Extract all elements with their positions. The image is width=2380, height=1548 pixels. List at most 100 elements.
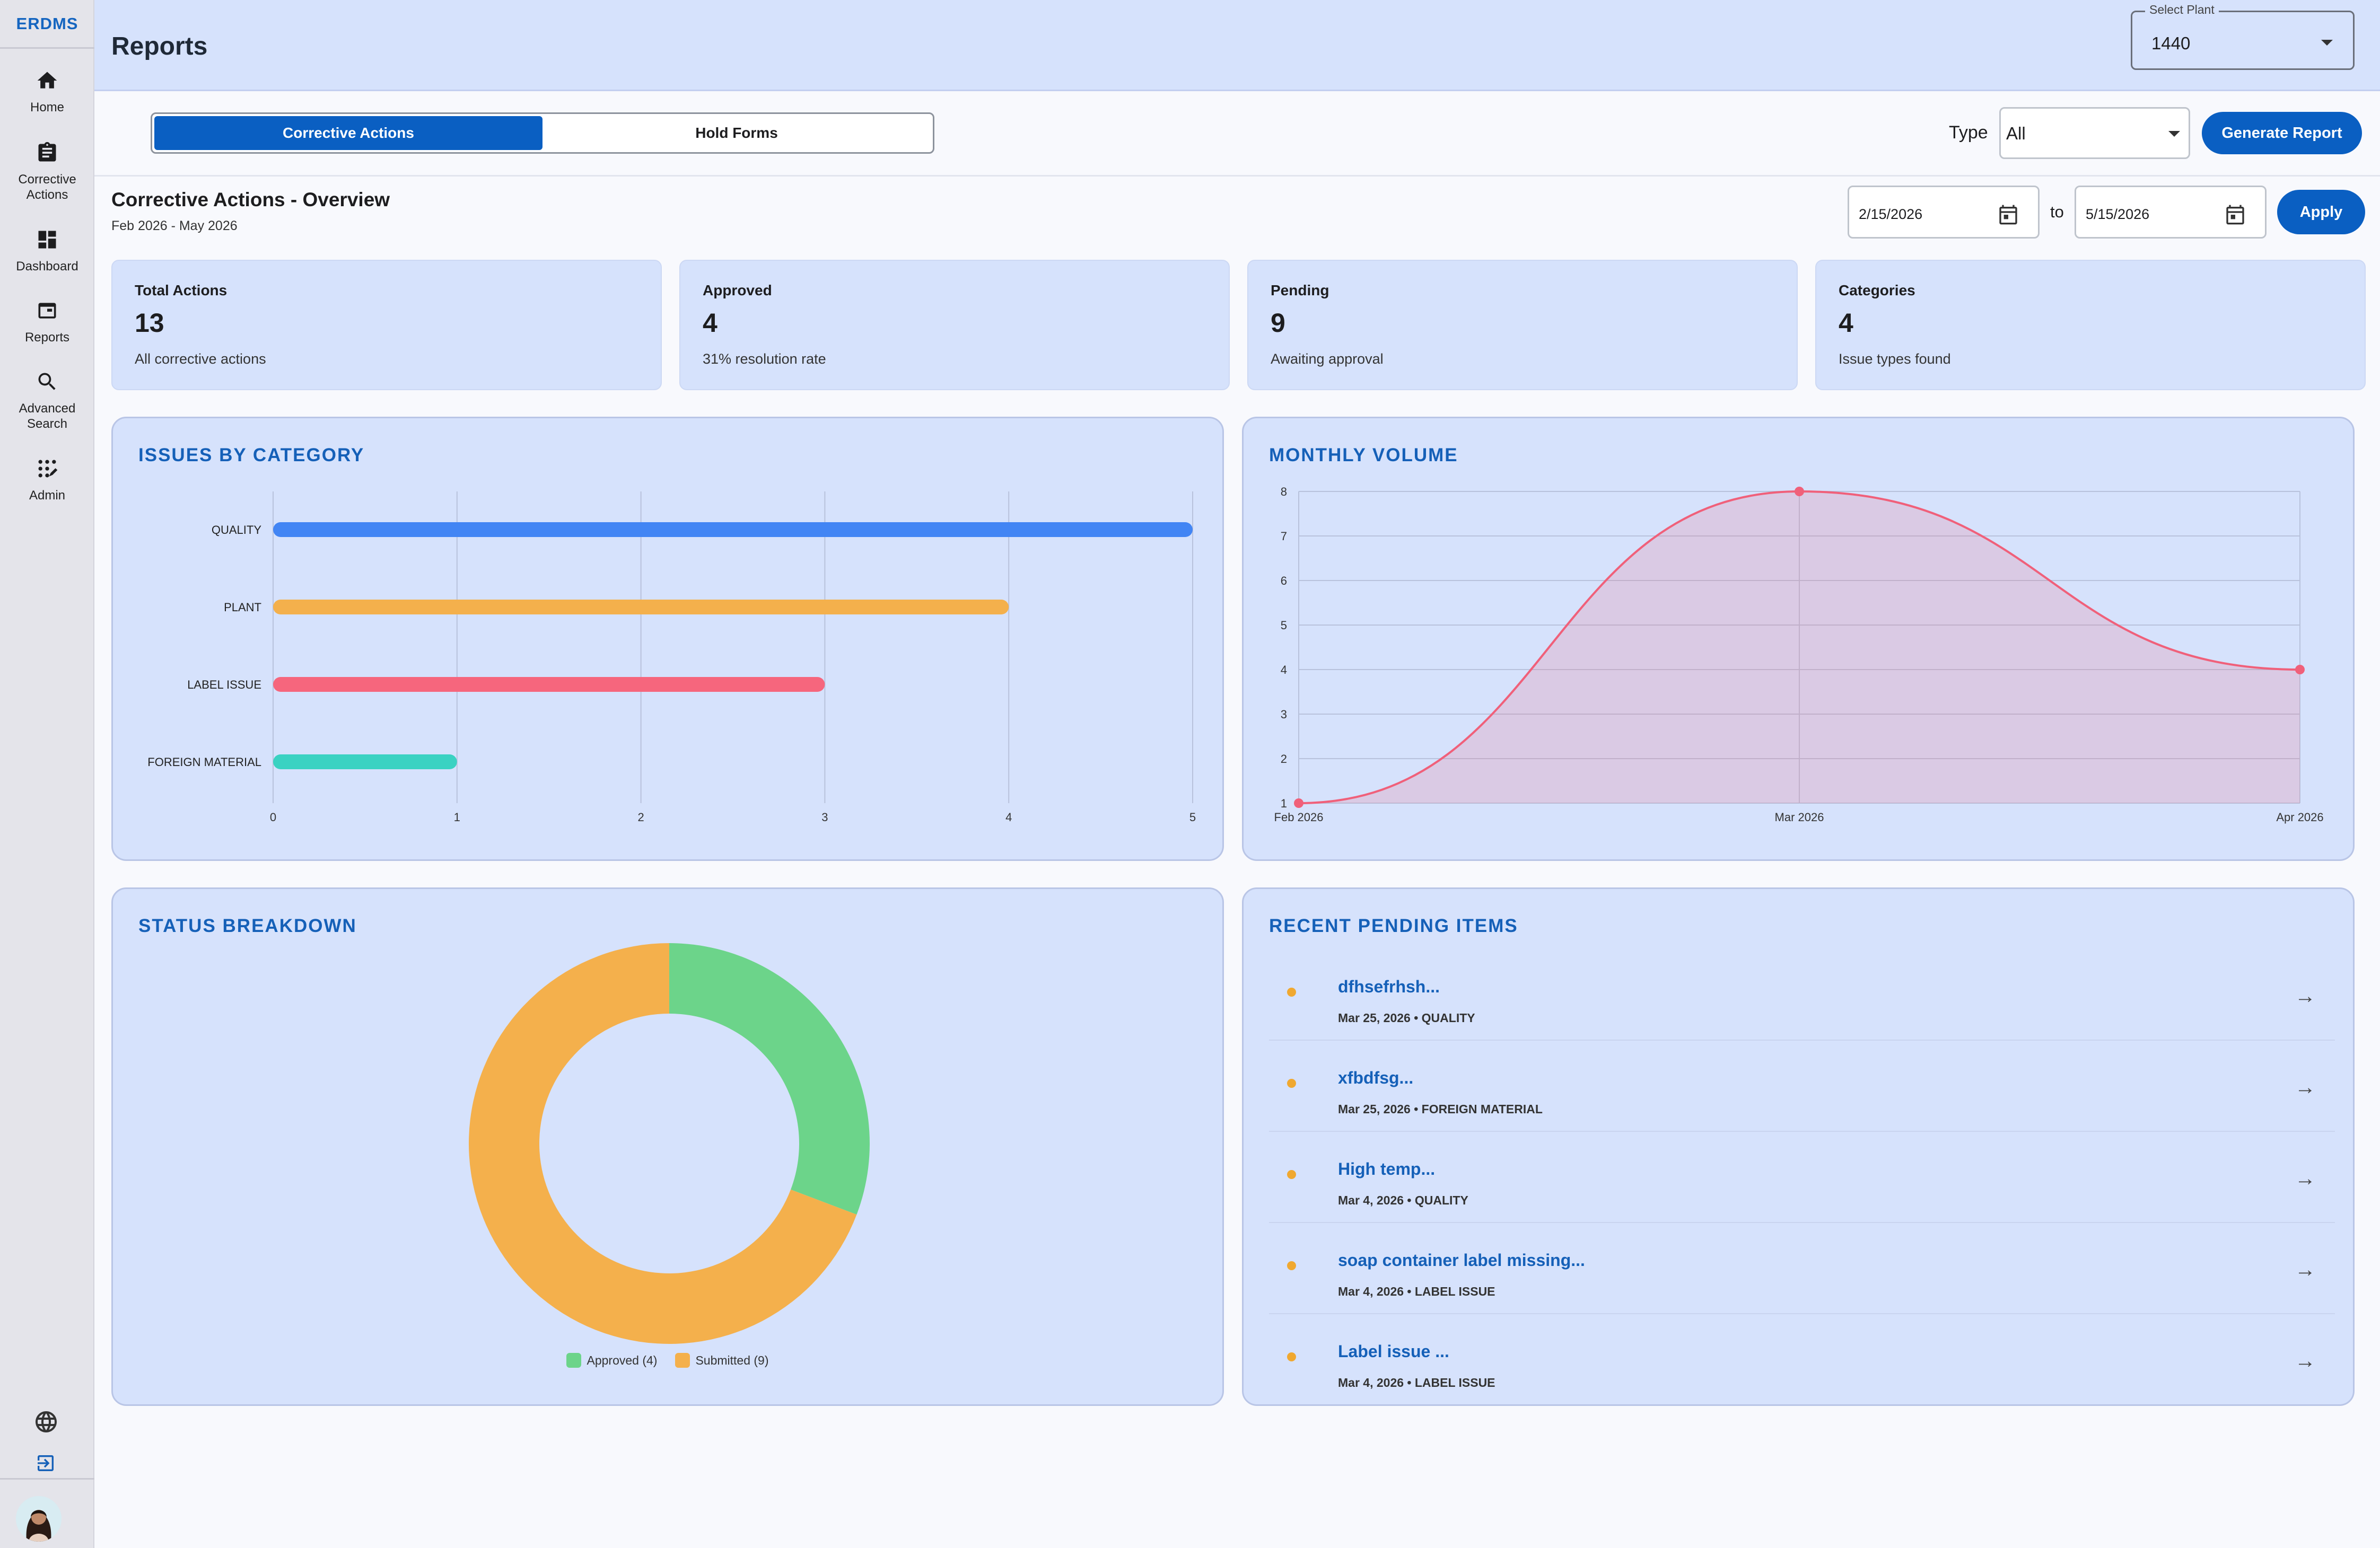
calendar-icon[interactable] bbox=[1998, 204, 2019, 225]
dashboard-icon bbox=[38, 231, 56, 249]
report-type-toggle: Corrective Actions Hold Forms bbox=[151, 112, 934, 154]
y-tick-label: 1 bbox=[1281, 797, 1287, 810]
type-label: Type bbox=[1949, 122, 1988, 143]
sidebar: ERDMS Home Corrective Actions Dashboard … bbox=[0, 0, 94, 1548]
legend-label: Submitted (9) bbox=[695, 1353, 769, 1367]
pending-item-meta: Mar 4, 2026 • LABEL ISSUE bbox=[1338, 1376, 1495, 1389]
sidebar-item-corrective-actions[interactable]: Corrective Actions bbox=[0, 141, 94, 203]
arrow-right-icon[interactable]: → bbox=[2295, 984, 2316, 1008]
sidebar-item-advanced-search[interactable]: Advanced Search bbox=[0, 370, 94, 432]
issues-by-category-panel: ISSUES BY CATEGORY 0 1 2 3 4 5 QUALITY PLANT LAB… bbox=[111, 417, 1224, 861]
pending-item-title[interactable]: High temp... bbox=[1338, 1159, 1436, 1178]
y-tick-label: 7 bbox=[1281, 530, 1287, 543]
bar-quality bbox=[273, 522, 1193, 537]
x-tick-label: Feb 2026 bbox=[1274, 811, 1324, 824]
stat-description: Issue types found bbox=[1839, 351, 1951, 367]
pending-item-title[interactable]: Label issue ... bbox=[1338, 1342, 1449, 1361]
list-item[interactable]: Label issue ... Mar 4, 2026 • LABEL ISSU… bbox=[1269, 1326, 2335, 1405]
x-tick-label: 1 bbox=[454, 811, 460, 824]
stat-value: 4 bbox=[703, 308, 718, 338]
sidebar-divider bbox=[0, 1478, 94, 1480]
status-dot bbox=[1287, 1170, 1296, 1179]
app-header: Reports Select Plant 1440 bbox=[94, 0, 2380, 91]
status-dot bbox=[1287, 1261, 1296, 1270]
stat-card-pending: Pending 9 Awaiting approval bbox=[1247, 260, 1798, 390]
generate-report-button[interactable]: Generate Report bbox=[2202, 112, 2362, 154]
status-dot bbox=[1287, 988, 1296, 997]
date-from-field[interactable]: 2/15/2026 bbox=[1848, 186, 2040, 239]
report-toolbar: Corrective Actions Hold Forms Type All G… bbox=[94, 93, 2380, 177]
stat-card-total-actions: Total Actions 13 All corrective actions bbox=[111, 260, 662, 390]
plant-select-value: 1440 bbox=[2151, 33, 2191, 53]
list-item[interactable]: dfhsefrhsh... Mar 25, 2026 • QUALITY → bbox=[1269, 961, 2335, 1041]
y-tick-label: QUALITY bbox=[212, 523, 261, 536]
arrow-right-icon[interactable]: → bbox=[2295, 1258, 2316, 1281]
type-select[interactable]: All bbox=[1999, 107, 2190, 159]
stat-description: 31% resolution rate bbox=[703, 351, 826, 367]
stat-label: Approved bbox=[703, 282, 772, 298]
sidebar-item-home[interactable]: Home bbox=[0, 69, 94, 115]
sidebar-item-label: Corrective Actions bbox=[18, 172, 76, 202]
overview-title: Corrective Actions - Overview bbox=[111, 189, 390, 210]
overview-subtitle: Feb 2026 - May 2026 bbox=[111, 218, 238, 233]
x-tick-label: Mar 2026 bbox=[1775, 811, 1824, 824]
monthly-volume-chart: 1 2 3 4 5 6 7 8 Feb 2026 Mar 2026 Apr 2026 bbox=[1274, 485, 2324, 824]
clipboard-icon bbox=[38, 142, 56, 162]
calendar-icon[interactable] bbox=[2225, 204, 2246, 225]
avatar[interactable] bbox=[16, 1496, 62, 1542]
slice-submitted bbox=[468, 943, 857, 1344]
arrow-right-icon[interactable]: → bbox=[2295, 1076, 2316, 1099]
tab-corrective-actions[interactable]: Corrective Actions bbox=[154, 116, 542, 150]
chevron-down-icon bbox=[2168, 131, 2180, 137]
plant-select[interactable]: Select Plant 1440 bbox=[2131, 3, 2355, 70]
list-item[interactable]: soap container label missing... Mar 4, 2… bbox=[1269, 1235, 2335, 1314]
apply-button[interactable]: Apply bbox=[2277, 190, 2365, 234]
y-tick-label: 5 bbox=[1281, 619, 1287, 632]
x-tick-label: Apr 2026 bbox=[2276, 811, 2323, 824]
panel-title: ISSUES BY CATEGORY bbox=[138, 445, 365, 465]
pending-item-title[interactable]: xfbdfsg... bbox=[1338, 1068, 1414, 1087]
series-area bbox=[1299, 491, 2300, 803]
y-tick-label: 8 bbox=[1281, 485, 1287, 498]
pending-item-meta: Mar 4, 2026 • QUALITY bbox=[1338, 1193, 1468, 1207]
date-to-value: 5/15/2026 bbox=[2086, 206, 2150, 222]
stat-card-approved: Approved 4 31% resolution rate bbox=[679, 260, 1230, 390]
legend-label: Approved (4) bbox=[587, 1353, 658, 1367]
date-to-field[interactable]: 5/15/2026 bbox=[2075, 186, 2267, 239]
arrow-right-icon[interactable]: → bbox=[2295, 1167, 2316, 1190]
globe-icon[interactable] bbox=[33, 1409, 59, 1435]
x-tick-label: 0 bbox=[270, 811, 276, 824]
stat-label: Pending bbox=[1271, 282, 1329, 298]
logout-icon[interactable] bbox=[35, 1453, 56, 1474]
list-item[interactable]: High temp... Mar 4, 2026 • QUALITY → bbox=[1269, 1144, 2335, 1223]
sidebar-item-dashboard[interactable]: Dashboard bbox=[0, 228, 94, 274]
y-tick-label: 4 bbox=[1281, 663, 1287, 676]
legend-swatch bbox=[675, 1353, 690, 1368]
pending-item-meta: Mar 25, 2026 • FOREIGN MATERIAL bbox=[1338, 1102, 1543, 1116]
pending-item-title[interactable]: dfhsefrhsh... bbox=[1338, 977, 1440, 996]
search-icon bbox=[38, 373, 56, 390]
avatar-image bbox=[16, 1496, 62, 1542]
recent-pending-panel: RECENT PENDING ITEMS dfhsefrhsh... Mar 2… bbox=[1242, 887, 2355, 1406]
x-tick-label: 2 bbox=[637, 811, 644, 824]
sidebar-item-label: Reports bbox=[24, 330, 70, 345]
tab-hold-forms[interactable]: Hold Forms bbox=[695, 125, 778, 141]
list-item[interactable]: xfbdfsg... Mar 25, 2026 • FOREIGN MATERI… bbox=[1269, 1052, 2335, 1132]
y-tick-label: PLANT bbox=[224, 601, 261, 614]
pending-item-meta: Mar 25, 2026 • QUALITY bbox=[1338, 1011, 1475, 1025]
date-from-value: 2/15/2026 bbox=[1859, 206, 1923, 222]
bar-foreign-material bbox=[273, 754, 457, 769]
data-point-0 bbox=[1294, 798, 1303, 808]
reports-icon bbox=[38, 303, 56, 319]
chevron-down-icon bbox=[2321, 40, 2333, 46]
sidebar-item-label: Admin bbox=[29, 488, 66, 503]
sidebar-item-label: Advanced Search bbox=[19, 401, 76, 431]
pending-item-title[interactable]: soap container label missing... bbox=[1338, 1251, 1585, 1270]
brand-logo: ERDMS bbox=[0, 0, 94, 49]
status-donut-chart bbox=[468, 943, 870, 1344]
chart-legend: Approved (4) Submitted (9) bbox=[113, 1353, 1222, 1368]
sidebar-item-reports[interactable]: Reports bbox=[0, 299, 94, 345]
home-icon bbox=[37, 72, 57, 89]
arrow-right-icon[interactable]: → bbox=[2295, 1349, 2316, 1373]
sidebar-item-admin[interactable]: Admin bbox=[0, 457, 94, 503]
